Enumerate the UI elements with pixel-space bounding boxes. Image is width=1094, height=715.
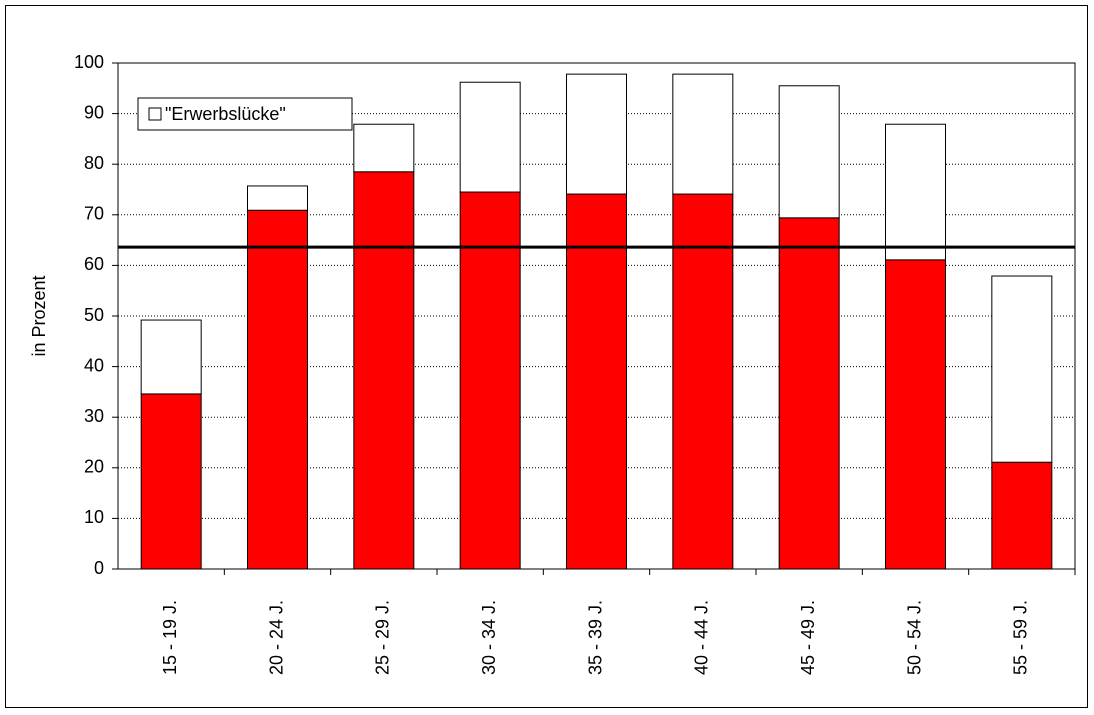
bar-segment [566,73,627,195]
bar-segment [459,191,521,570]
y-tick-label: 10 [84,507,104,527]
bar-segment [140,319,202,395]
y-tick-label: 100 [74,52,104,72]
bar-segment [672,73,734,195]
bar-segment [672,193,734,570]
legend-label: "Erwerbslücke" [165,104,286,124]
y-tick-label: 90 [84,102,104,122]
bar-segment [885,259,946,570]
y-tick-label: 0 [94,558,104,578]
bar-segment [566,193,627,570]
bar-segment [991,275,1053,463]
legend-box [137,97,353,131]
x-tick-label: 30 - 34 J. [479,600,499,675]
y-tick-label: 40 [84,355,104,375]
x-tick-label: 35 - 39 J. [585,600,605,675]
bar-segment [885,123,946,261]
x-tick-label: 45 - 49 J. [798,600,818,675]
x-tick-label: 15 - 19 J. [160,600,180,675]
x-tick-label: 50 - 54 J. [904,600,924,675]
y-axis-label: in Prozent [29,275,49,356]
bar-segment [459,81,521,193]
y-tick-label: 80 [84,153,104,173]
bar-segment [778,85,840,219]
y-tick-label: 70 [84,204,104,224]
bar-segment [353,123,415,173]
x-tick-label: 20 - 24 J. [266,600,286,675]
y-tick-label: 60 [84,254,104,274]
bar-segment [991,461,1053,570]
y-tick-label: 30 [84,406,104,426]
y-tick-label: 50 [84,305,104,325]
y-tick-label: 20 [84,457,104,477]
bar-segment [140,393,202,570]
bar-segment [353,171,415,570]
bar-segment [247,209,308,570]
bar-segment [247,185,308,211]
x-tick-label: 55 - 59 J. [1011,600,1031,675]
x-tick-label: 25 - 29 J. [373,600,393,675]
x-tick-label: 40 - 44 J. [692,600,712,675]
bar-segment [778,217,840,570]
legend-swatch [148,107,162,121]
